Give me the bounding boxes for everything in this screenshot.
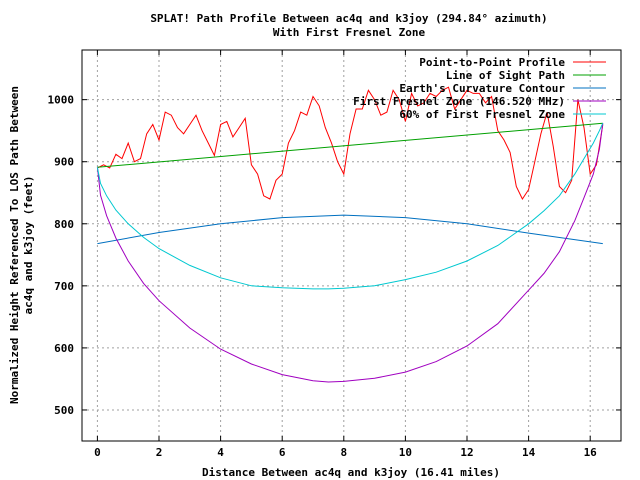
legend-label: 60% of First Fresnel Zone: [399, 108, 565, 121]
series-line-2: [97, 214, 603, 245]
plot-frame: [81, 49, 622, 442]
series-line-4: [96, 122, 604, 290]
y-tick-label: 900: [54, 156, 74, 169]
x-tick-label: 2: [156, 446, 163, 459]
legend-label: Line of Sight Path: [446, 69, 565, 82]
y-axis-label-line1: Normalized Height Referenced To LOS Path…: [8, 86, 21, 404]
y-tick-label: 800: [54, 218, 74, 231]
y-axis-label-line2: ac4q and k3joy (feet): [22, 175, 35, 314]
x-tick-label: 14: [522, 446, 536, 459]
series-line-1: [97, 122, 603, 168]
x-tick-label: 10: [399, 446, 412, 459]
series-line-3: [96, 123, 604, 383]
legend-label: First Fresnel Zone (146.520 MHz): [353, 95, 565, 108]
legend-label: Earth's Curvature Contour: [399, 82, 565, 95]
x-tick-label: 8: [340, 446, 347, 459]
series-lines: [96, 86, 604, 383]
chart-title: SPLAT! Path Profile Between ac4q and k3j…: [150, 12, 547, 25]
x-tick-label: 12: [460, 446, 473, 459]
x-tick-label: 0: [94, 446, 101, 459]
y-tick-label: 700: [54, 280, 74, 293]
axis-ticks: 0 2 4 6 8 10 12 14 16 500 600 700 800 900 1000: [48, 50, 621, 459]
y-tick-label: 1000: [48, 94, 75, 107]
x-tick-label: 16: [584, 446, 598, 459]
x-tick-label: 6: [279, 446, 286, 459]
grid-lines: [82, 50, 621, 441]
legend-label: Point-to-Point Profile: [419, 56, 565, 69]
y-tick-label: 600: [54, 342, 74, 355]
x-tick-label: 4: [217, 446, 224, 459]
chart-subtitle: With First Fresnel Zone: [273, 26, 426, 39]
y-tick-label: 500: [54, 404, 74, 417]
series-line-0: [97, 86, 604, 201]
x-axis-label: Distance Between ac4q and k3joy (16.41 m…: [202, 466, 500, 479]
